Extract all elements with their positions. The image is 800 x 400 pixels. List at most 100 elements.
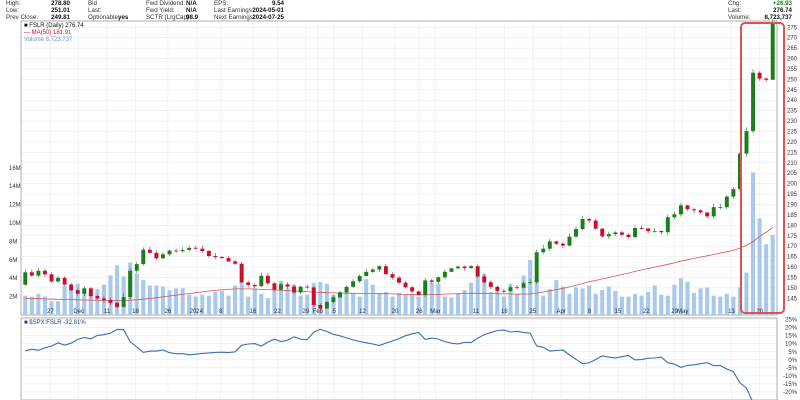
candle-body xyxy=(167,250,172,255)
candle-body xyxy=(331,297,336,303)
price-tick-label: 185 xyxy=(787,213,798,219)
volume-bar xyxy=(36,293,41,315)
volume-bar xyxy=(659,294,664,315)
volume-bar xyxy=(180,288,185,315)
volume-bar xyxy=(233,285,238,315)
candle-body xyxy=(351,281,356,287)
candle-body xyxy=(416,291,421,295)
volume-tick-label: 16M xyxy=(9,166,21,172)
next-earnings-label: Next Earnings: xyxy=(214,14,255,21)
candle-body xyxy=(698,210,703,213)
candle-body xyxy=(580,219,585,230)
volume-bar xyxy=(770,234,775,315)
candle-body xyxy=(410,287,415,292)
date-tick-label: 22 xyxy=(643,309,650,315)
volume-bar xyxy=(613,291,618,315)
volume-bar xyxy=(292,284,297,315)
candle-body xyxy=(338,292,342,298)
volume-bar xyxy=(626,296,631,315)
date-tick-label: 13 xyxy=(728,309,735,315)
ratio-tick-label: 10% xyxy=(785,342,798,348)
candle-body xyxy=(206,250,211,256)
candle-body xyxy=(665,217,670,233)
volume-bar xyxy=(147,285,152,315)
candle-body xyxy=(403,282,408,288)
volume-bar xyxy=(724,293,729,315)
candle-body xyxy=(770,23,775,80)
candle-body xyxy=(160,254,165,259)
candle-body xyxy=(737,153,742,190)
price-tick-label: 250 xyxy=(787,77,798,83)
candle-body xyxy=(705,212,710,217)
volume-bar xyxy=(246,296,251,315)
candle-body xyxy=(711,207,716,217)
bid-label: Bid xyxy=(88,0,97,7)
low-value: 251.01 xyxy=(51,7,70,14)
price-tick-label: 155 xyxy=(787,275,798,281)
volume-bar xyxy=(141,280,146,315)
volume-bar xyxy=(396,292,402,315)
volume-bar xyxy=(764,244,769,315)
volume-bar xyxy=(259,293,264,315)
fwd-yield-label: Fwd Yield: xyxy=(146,7,175,14)
last-value: 276.74 xyxy=(773,7,792,14)
candle-body xyxy=(639,228,644,229)
volume-bar xyxy=(692,292,697,315)
date-tick-label: Feb xyxy=(313,309,324,315)
candle-body xyxy=(469,266,474,269)
candle-body xyxy=(554,241,559,244)
volume-bar xyxy=(200,294,205,315)
candle-body xyxy=(298,286,303,293)
candle-body xyxy=(495,286,500,291)
volume-bar xyxy=(337,293,343,315)
volume-bar xyxy=(514,293,520,315)
candle-body xyxy=(174,250,179,252)
candle-body xyxy=(442,271,447,278)
volume-bar xyxy=(580,288,585,315)
volume-bar xyxy=(731,296,736,315)
volume-bar xyxy=(357,296,362,315)
volume-bar xyxy=(390,296,395,315)
date-tick-label: 11 xyxy=(473,309,480,315)
ratio-tick-label: 25% xyxy=(785,318,798,324)
fwd-dividend-value: N/A xyxy=(186,0,197,7)
volume-bar xyxy=(528,259,533,315)
volume-bar xyxy=(272,284,277,315)
candle-body xyxy=(724,196,729,208)
price-tick-label: 170 xyxy=(787,244,798,250)
volume-tick-label: 6M xyxy=(9,258,17,264)
highlight-box xyxy=(740,22,785,314)
volume-bar xyxy=(95,289,100,315)
candle-body xyxy=(49,274,54,282)
fwd-yield-value: N/A xyxy=(186,7,197,14)
candle-body xyxy=(239,263,244,283)
volume-bar xyxy=(508,283,513,315)
date-tick-label: 8 xyxy=(588,309,592,315)
date-tick-label: 25 xyxy=(529,309,536,315)
volume-bar xyxy=(541,295,546,315)
candle-body xyxy=(246,282,251,285)
candle-body xyxy=(344,286,349,293)
price-tick-label: 190 xyxy=(787,202,798,208)
next-earnings-value: 2024-07-25 xyxy=(252,14,284,21)
volume-bar xyxy=(606,286,611,315)
volume-bar xyxy=(482,273,487,315)
candle-body xyxy=(744,131,749,154)
date-tick-label: 8 xyxy=(219,309,223,315)
volume-axis-ticks: 2M 4M 6M 8M 10M 12M 14M 16M xyxy=(9,166,21,301)
candle-body xyxy=(180,249,185,252)
ratio-tick-label: 20% xyxy=(785,326,798,332)
volume-tick-label: 4M xyxy=(9,276,17,282)
candle-body xyxy=(279,284,283,290)
candle-body xyxy=(141,249,146,265)
candle-body xyxy=(541,248,546,253)
candle-body xyxy=(757,72,762,79)
volume-bar xyxy=(469,282,474,315)
volume-bar xyxy=(639,295,644,315)
volume-bar xyxy=(298,295,303,315)
volume-bar xyxy=(672,284,677,315)
candle-body xyxy=(521,283,526,288)
volume-bar xyxy=(495,288,500,315)
candle-body xyxy=(187,247,192,250)
volume-tick-label: 2M xyxy=(9,295,17,301)
